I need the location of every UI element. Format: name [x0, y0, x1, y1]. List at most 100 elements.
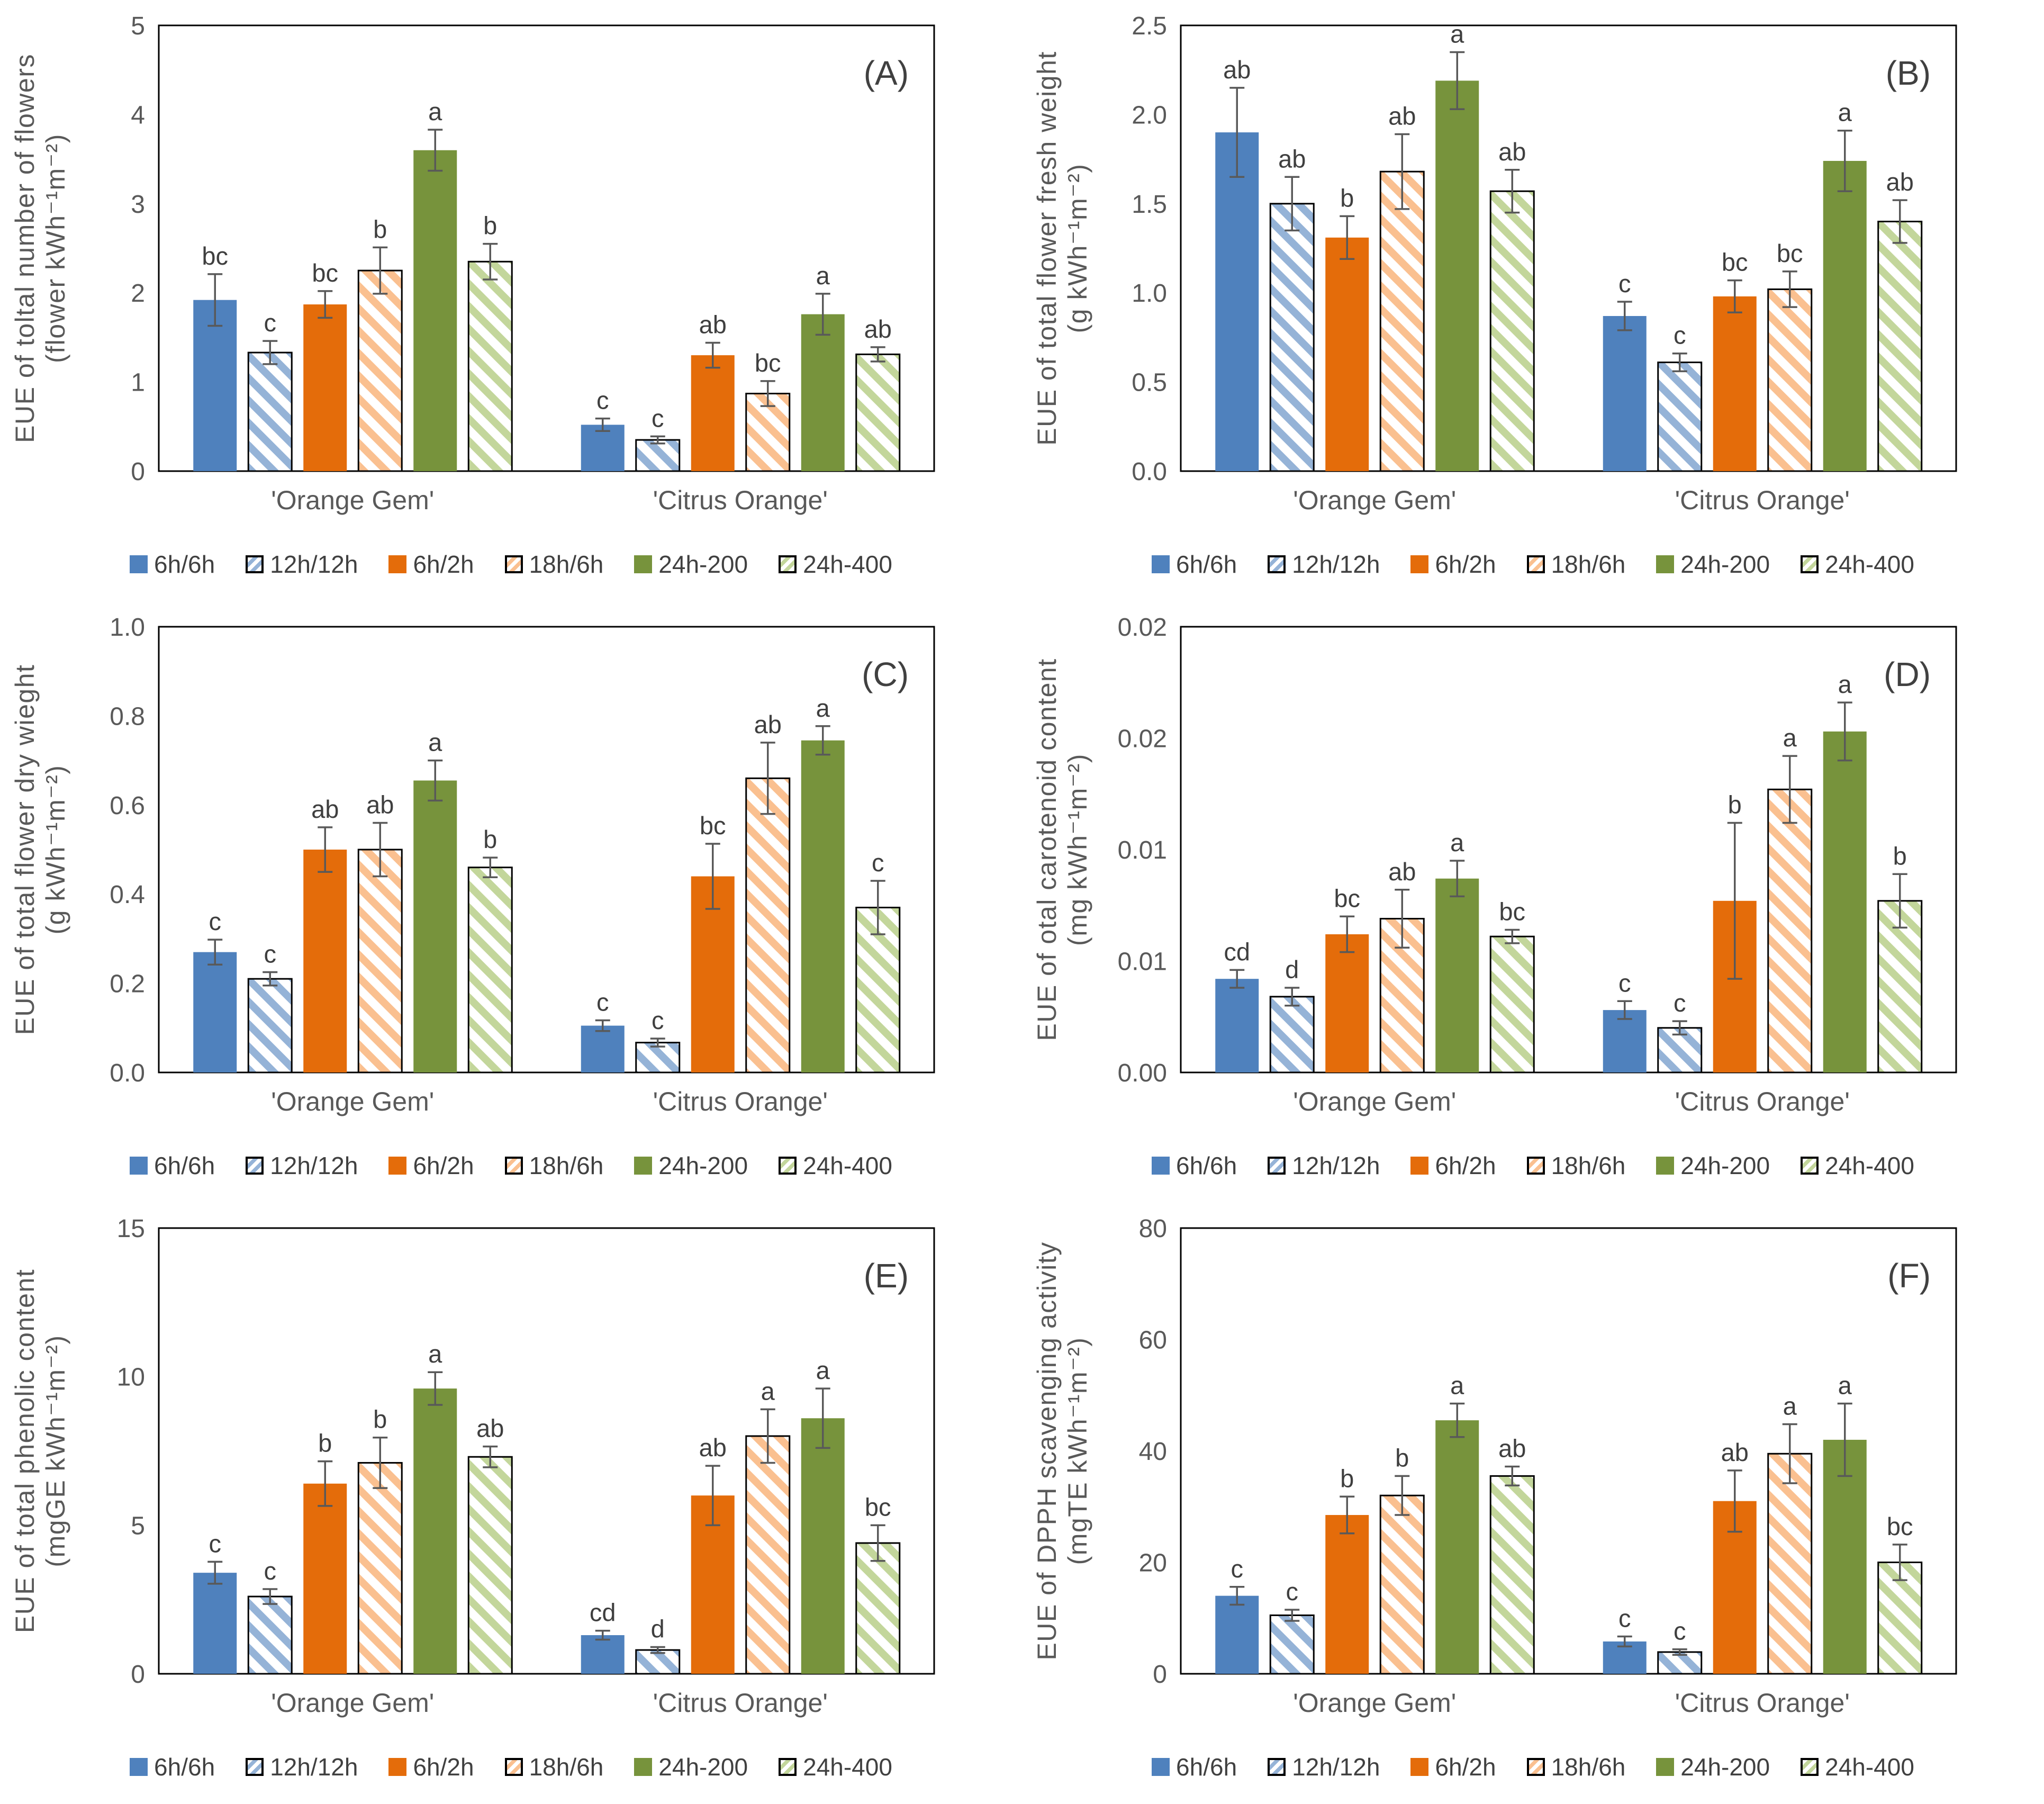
bar [745, 392, 791, 472]
legend-label: 12h/12h [1292, 1152, 1380, 1179]
sig-letter: a [1838, 1372, 1852, 1400]
error-bar [1672, 1648, 1687, 1656]
bar [413, 1388, 457, 1674]
hatched-swatch-icon [1526, 1758, 1545, 1776]
solid-swatch-icon [388, 1157, 407, 1175]
bar-chart: 0.00 0.01 0.01 0.02 0.02 EUE of otal caroteno… [1032, 614, 1957, 1116]
sig-letter: c [652, 404, 664, 432]
bar [303, 304, 347, 471]
sig-letter: a [1783, 724, 1797, 752]
sig-letter: ab [366, 790, 394, 818]
bar [1603, 1010, 1647, 1072]
solid-swatch-icon [1656, 1758, 1675, 1776]
group-label: 'Citrus Orange' [653, 1087, 828, 1116]
sig-letter: a [1450, 1372, 1464, 1400]
sig-letter: c [1674, 989, 1686, 1017]
bar [1435, 80, 1479, 471]
error-bar [705, 843, 720, 910]
legend-label: 6h/2h [1435, 1753, 1496, 1781]
y-tick-label: 0.5 [1132, 369, 1167, 397]
legend-label: 18h/6h [1551, 1753, 1626, 1781]
y-axis-label: EUE of DPPH scavenging activity(mgTE kWh… [1032, 1241, 1092, 1660]
hatched-swatch-icon [1801, 1758, 1819, 1776]
sig-letter: ab [1278, 145, 1306, 173]
legend-item: 18h/6h [1526, 552, 1625, 576]
bar [357, 269, 403, 472]
error-bar [1229, 969, 1245, 989]
sig-letter: a [816, 1356, 830, 1384]
solid-swatch-icon [130, 555, 148, 573]
bar [745, 1435, 791, 1675]
legend-label: 6h/2h [413, 1152, 474, 1179]
sig-letter: d [651, 1614, 665, 1643]
group-label: 'Orange Gem' [271, 1688, 434, 1718]
y-axis-label: EUE of total flower dry wieght(g kWh⁻¹m⁻… [10, 664, 70, 1035]
sig-letter: ab [311, 795, 339, 823]
sig-letter: b [1395, 1444, 1409, 1472]
error-bar [1505, 928, 1520, 944]
legend-label: 12h/12h [270, 551, 358, 578]
solid-swatch-icon [634, 1758, 653, 1776]
bar-chart: 0 5 10 15 EUE of total phenolic content(mgGE… [10, 1215, 935, 1718]
y-tick-label: 2.5 [1132, 12, 1167, 40]
error-bar [870, 346, 885, 363]
group-label: 'Citrus Orange' [1675, 1688, 1850, 1718]
legend-label: 24h-400 [803, 551, 892, 578]
sig-letter: b [1340, 184, 1354, 212]
sig-letter: bc [312, 259, 338, 287]
bar [801, 740, 845, 1072]
legend-item: 24h-200 [634, 552, 748, 576]
bar [801, 314, 845, 471]
error-bar [207, 1561, 223, 1585]
error-bar [1727, 279, 1742, 313]
bar-chart: 0 1 2 3 4 5 EUE of toltal number of flowers(fl… [10, 12, 935, 515]
hatched-swatch-icon [504, 1758, 523, 1776]
group-label: 'Citrus Orange' [1675, 485, 1850, 515]
bar-chart: 0 20 40 60 80 EUE of DPPH scavenging activity… [1032, 1215, 1957, 1718]
error-bar [318, 1460, 333, 1507]
error-bar [1395, 133, 1410, 210]
legend-item: 6h/6h [130, 1153, 215, 1178]
group-label: 'Orange Gem' [1293, 1688, 1456, 1718]
error-bar [263, 1588, 278, 1605]
sig-letter: b [1728, 790, 1742, 818]
legend: 6h/6h 12h/12h 6h/2h 18h/6h 24h-200 24h-400 [1022, 521, 2044, 599]
sig-letter: a [1838, 98, 1852, 127]
legend-label: 24h-400 [803, 1753, 892, 1781]
error-bar [1340, 215, 1355, 260]
bar [1215, 1595, 1259, 1674]
bar [1823, 731, 1867, 1072]
hatched-swatch-icon [246, 1157, 264, 1175]
bar [1657, 1027, 1703, 1074]
sig-letter: c [596, 386, 609, 414]
legend-item: 6h/2h [1410, 1153, 1496, 1178]
sig-letter: bc [1887, 1512, 1913, 1540]
solid-swatch-icon [1410, 1157, 1429, 1175]
y-tick-label: 0 [131, 1661, 145, 1689]
sig-letter: ab [1388, 102, 1416, 130]
panel-c: 0.0 0.2 0.4 0.6 0.8 1.0 EUE of total flower dr… [0, 601, 1022, 1203]
error-bar [1892, 873, 1907, 929]
legend-item: 6h/2h [1410, 1755, 1496, 1779]
y-tick-label: 0.0 [1132, 458, 1167, 486]
hatched-swatch-icon [1801, 1157, 1819, 1175]
hatched-swatch-icon [779, 555, 797, 573]
legend-item: 6h/6h [1152, 1755, 1237, 1779]
error-bar [650, 1038, 665, 1048]
error-bar [1505, 1465, 1520, 1487]
bar [581, 425, 625, 471]
y-tick-label: 1.5 [1132, 191, 1167, 219]
error-bar [1617, 1000, 1632, 1020]
sig-letter: c [1618, 969, 1631, 997]
solid-swatch-icon [1656, 1157, 1675, 1175]
error-bar [1782, 1423, 1797, 1484]
sig-letter: c [264, 940, 277, 968]
y-axis-label: EUE of total flower fresh weight(g kWh⁻¹… [1032, 51, 1092, 446]
legend-item: 24h-400 [1801, 552, 1914, 576]
bar [1269, 203, 1315, 472]
legend-item: 24h-200 [1656, 1153, 1770, 1178]
error-bar [1837, 701, 1852, 762]
bar [247, 1595, 293, 1675]
hatched-swatch-icon [779, 1157, 797, 1175]
panel-e: 0 5 10 15 EUE of total phenolic content(mgGE… [0, 1203, 1022, 1804]
